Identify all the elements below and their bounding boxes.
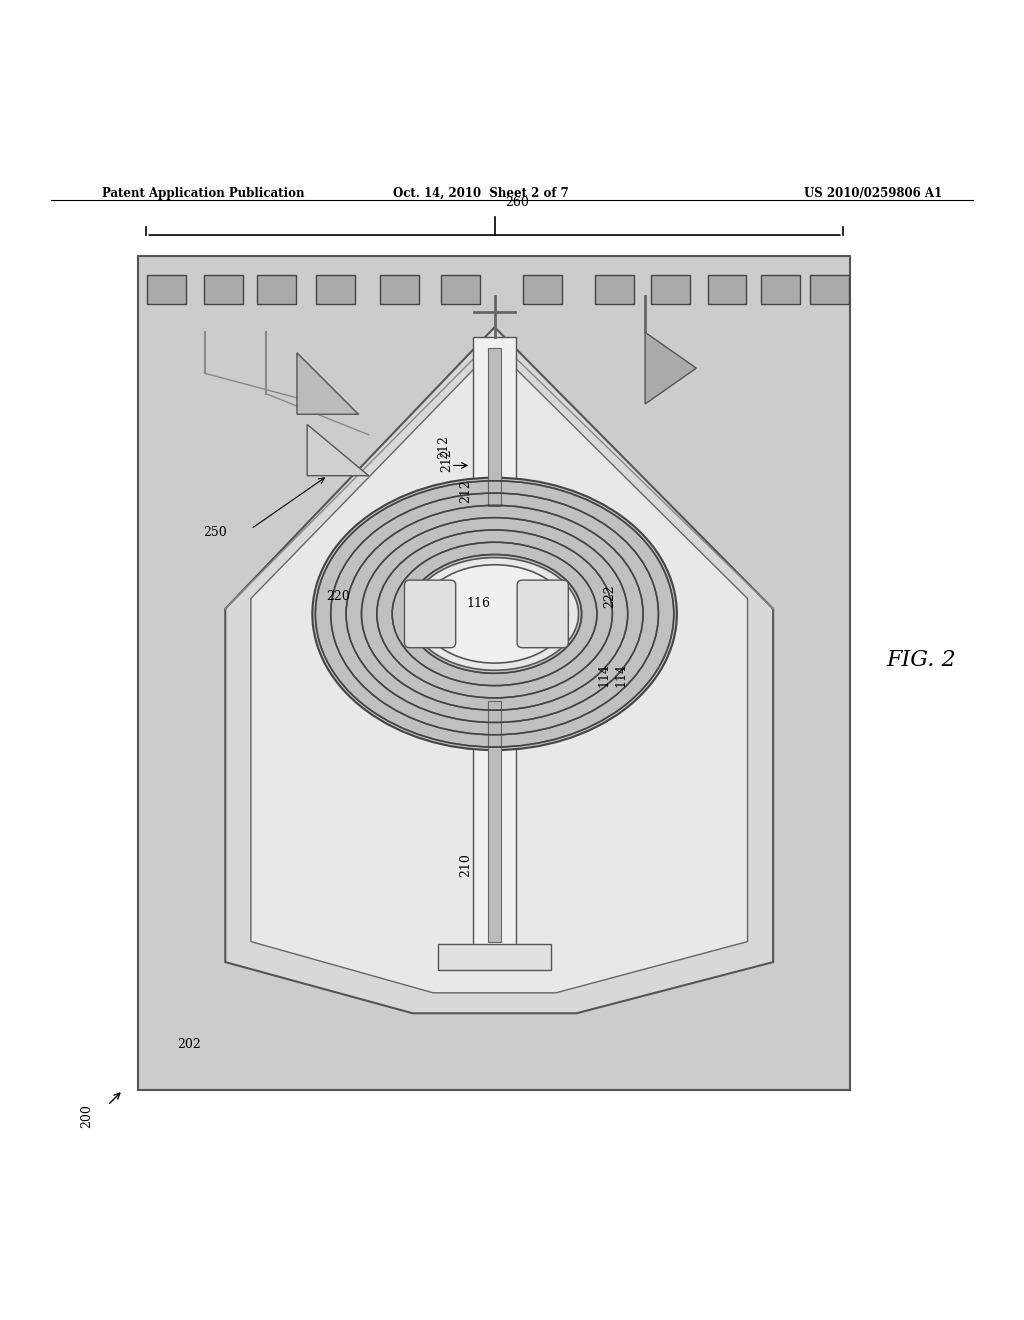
Ellipse shape (421, 565, 568, 663)
Bar (708, 275, 746, 304)
Text: 220: 220 (326, 590, 350, 603)
Polygon shape (225, 327, 773, 1014)
Bar (488, 701, 501, 941)
Bar (380, 275, 419, 304)
Text: $\mathregular{212}$: $\mathregular{212}$ (436, 436, 451, 461)
Text: 200: 200 (81, 1104, 93, 1127)
Bar (316, 275, 355, 304)
Bar (523, 275, 562, 304)
FancyBboxPatch shape (517, 579, 568, 648)
Bar (204, 275, 243, 304)
Bar (651, 275, 690, 304)
Text: 212: 212 (460, 479, 472, 503)
Text: 212: 212 (440, 449, 454, 473)
Text: FIG. 2: FIG. 2 (887, 649, 956, 671)
Text: 114: 114 (614, 664, 628, 688)
Bar (761, 275, 800, 304)
Bar (595, 275, 634, 304)
Polygon shape (297, 352, 358, 414)
Bar (147, 275, 186, 304)
Polygon shape (307, 425, 369, 475)
Ellipse shape (411, 557, 579, 671)
Polygon shape (251, 347, 748, 993)
Bar (257, 275, 296, 304)
FancyBboxPatch shape (404, 579, 456, 648)
Bar (473, 690, 516, 952)
Bar (438, 510, 551, 535)
Ellipse shape (312, 478, 677, 750)
Polygon shape (645, 333, 696, 404)
Text: 210: 210 (460, 853, 472, 876)
Bar (473, 338, 516, 527)
Bar (488, 347, 501, 507)
Bar (138, 256, 850, 1090)
Bar (810, 275, 849, 304)
Text: 202: 202 (177, 1038, 202, 1051)
Text: 250: 250 (203, 525, 227, 539)
Text: 222: 222 (603, 585, 615, 609)
Bar (441, 275, 480, 304)
Text: US 2010/0259806 A1: US 2010/0259806 A1 (804, 187, 942, 199)
Text: Oct. 14, 2010  Sheet 2 of 7: Oct. 14, 2010 Sheet 2 of 7 (393, 187, 569, 199)
Text: 116: 116 (466, 597, 490, 610)
Bar (438, 944, 551, 970)
Text: 260: 260 (505, 197, 528, 210)
Text: Patent Application Publication: Patent Application Publication (102, 187, 305, 199)
Text: 114: 114 (598, 664, 610, 688)
